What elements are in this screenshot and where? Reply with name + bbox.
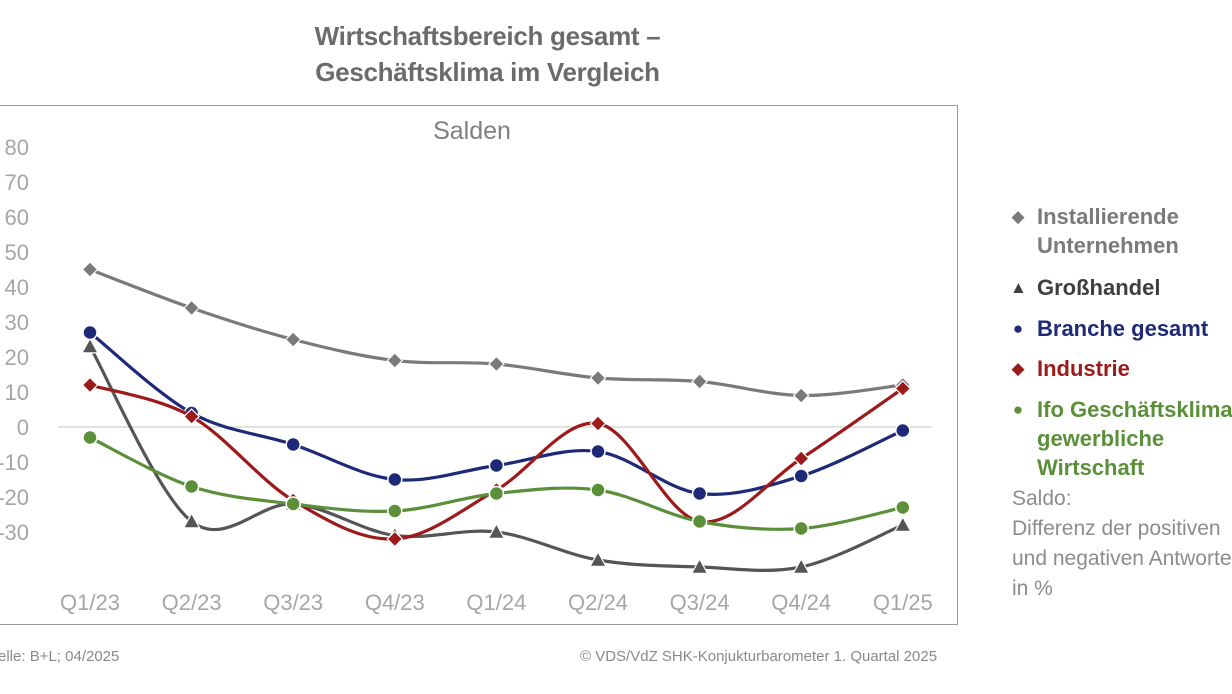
series-5-point [82, 429, 98, 446]
x-tick-label: Q1/24 [466, 590, 526, 615]
y-tick-label: 60 [5, 205, 29, 230]
series-4-line [88, 383, 905, 541]
saldo-note: Saldo: Differenz der positiven und negat… [1012, 484, 1232, 604]
series-1-point [691, 373, 708, 390]
y-tick-label: 50 [5, 240, 29, 265]
y-tick-label: 20 [5, 345, 29, 370]
y-tick-label: -30 [0, 520, 29, 545]
source-note: Quelle: B+L; 04/2025 [0, 648, 120, 665]
series-2-point [588, 550, 608, 568]
series-5-point [387, 503, 403, 519]
series-1-point [386, 352, 404, 369]
chart-title: Wirtschaftsbereich gesamt – Geschäftskli… [0, 18, 975, 90]
series-4-point [894, 380, 912, 397]
series-3-point [590, 443, 606, 460]
legend-label: Industrie [1037, 356, 1130, 381]
x-tick-label: Q2/23 [162, 590, 222, 615]
series-5-point [590, 482, 606, 498]
series-4-point [589, 415, 607, 432]
copyright-note: © VDS/VdZ SHK-Konjukturbarometer 1. Quar… [580, 648, 938, 665]
series-5-point [793, 520, 809, 537]
series-3-point [895, 422, 911, 439]
saldo-note-line-3: und negativen Antworten [1012, 547, 1232, 570]
legend-marker-icon: ▲ [1010, 278, 1027, 297]
legend-label: Großhandel [1037, 275, 1161, 300]
legend-marker-icon: ● [1012, 400, 1024, 419]
legend-label: Branche gesamt [1037, 316, 1209, 341]
x-tick-label: Q1/25 [873, 590, 933, 615]
series-1-point [792, 387, 810, 404]
legend-marker-icon: ● [1012, 319, 1024, 338]
series-2-point [690, 557, 709, 575]
series-5-point [183, 478, 200, 495]
y-tick-label: 40 [5, 275, 29, 300]
series-2-point [182, 512, 201, 529]
x-tick-label: Q2/24 [568, 590, 628, 615]
chart-title-line-2: Geschäftsklima im Vergleich [315, 57, 660, 87]
series-2-point [80, 337, 100, 354]
series-5-point [285, 496, 301, 512]
series-1-point [589, 369, 607, 387]
legend-marker-icon: ◆ [1011, 207, 1025, 226]
series-4-point [81, 376, 99, 394]
series-1-point [488, 355, 505, 373]
x-tick-label: Q3/24 [670, 590, 730, 615]
line-chart: Salden 80 70 60 50 40 30 20 10 0 -10 -20 -30 Q1/23 Q2/… [0, 117, 933, 615]
y-tick-label: 10 [5, 380, 29, 405]
series-5-point [691, 513, 708, 530]
chart-title-line-1: Wirtschaftsbereich gesamt – [314, 21, 661, 51]
series-1-point [284, 331, 302, 348]
series-2-point [487, 522, 506, 540]
series-1-point [183, 299, 200, 317]
legend-label: Ifo Geschäftsklima gewerbliche Wirtschaf… [1037, 397, 1232, 480]
chart-subtitle: Salden [433, 117, 511, 145]
x-tick-label: Q4/23 [365, 590, 425, 615]
series-3-point [691, 485, 708, 502]
y-tick-label: -20 [0, 485, 29, 510]
series-4-point [183, 408, 200, 425]
x-tick-label: Q4/24 [771, 590, 831, 615]
series-2-point [792, 557, 811, 575]
y-tick-label: -10 [0, 450, 29, 475]
series-1-line [88, 267, 905, 398]
y-tick-label: 0 [17, 415, 29, 440]
series-4-point [386, 530, 404, 548]
series-5-point [488, 485, 505, 502]
series-5-point [895, 499, 911, 516]
y-tick-label: 70 [5, 170, 29, 195]
legend-marker-icon: ◆ [1011, 359, 1025, 378]
series-4-point [792, 450, 810, 467]
saldo-note-line-2: Differenz der positiven [1012, 517, 1221, 540]
x-tick-label: Q1/23 [60, 590, 120, 615]
series-1-point [81, 261, 99, 278]
chart-frame [0, 105, 958, 625]
series-3-point [387, 471, 403, 488]
series-3-point [488, 457, 505, 474]
saldo-note-line-1: Saldo: [1012, 487, 1072, 510]
legend-label: Installierende Unternehmen [1037, 204, 1179, 258]
saldo-note-line-4: in % [1012, 577, 1053, 600]
series-3-point [793, 468, 809, 484]
x-tick-label: Q3/23 [263, 590, 323, 615]
series-3-point [285, 436, 301, 453]
series-3-point [82, 324, 98, 341]
y-tick-label: 30 [5, 310, 29, 335]
y-tick-label: 80 [5, 135, 29, 160]
series-2-point [893, 515, 912, 533]
